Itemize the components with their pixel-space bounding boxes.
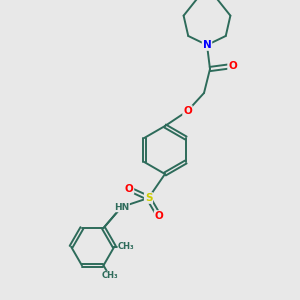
Text: N: N (202, 40, 211, 50)
Text: HN: HN (114, 202, 129, 211)
Text: O: O (228, 61, 237, 71)
Text: S: S (145, 193, 152, 203)
Text: O: O (124, 184, 134, 194)
Text: O: O (183, 106, 192, 116)
Text: CH₃: CH₃ (101, 271, 118, 280)
Text: O: O (154, 211, 164, 221)
Text: CH₃: CH₃ (118, 242, 135, 251)
